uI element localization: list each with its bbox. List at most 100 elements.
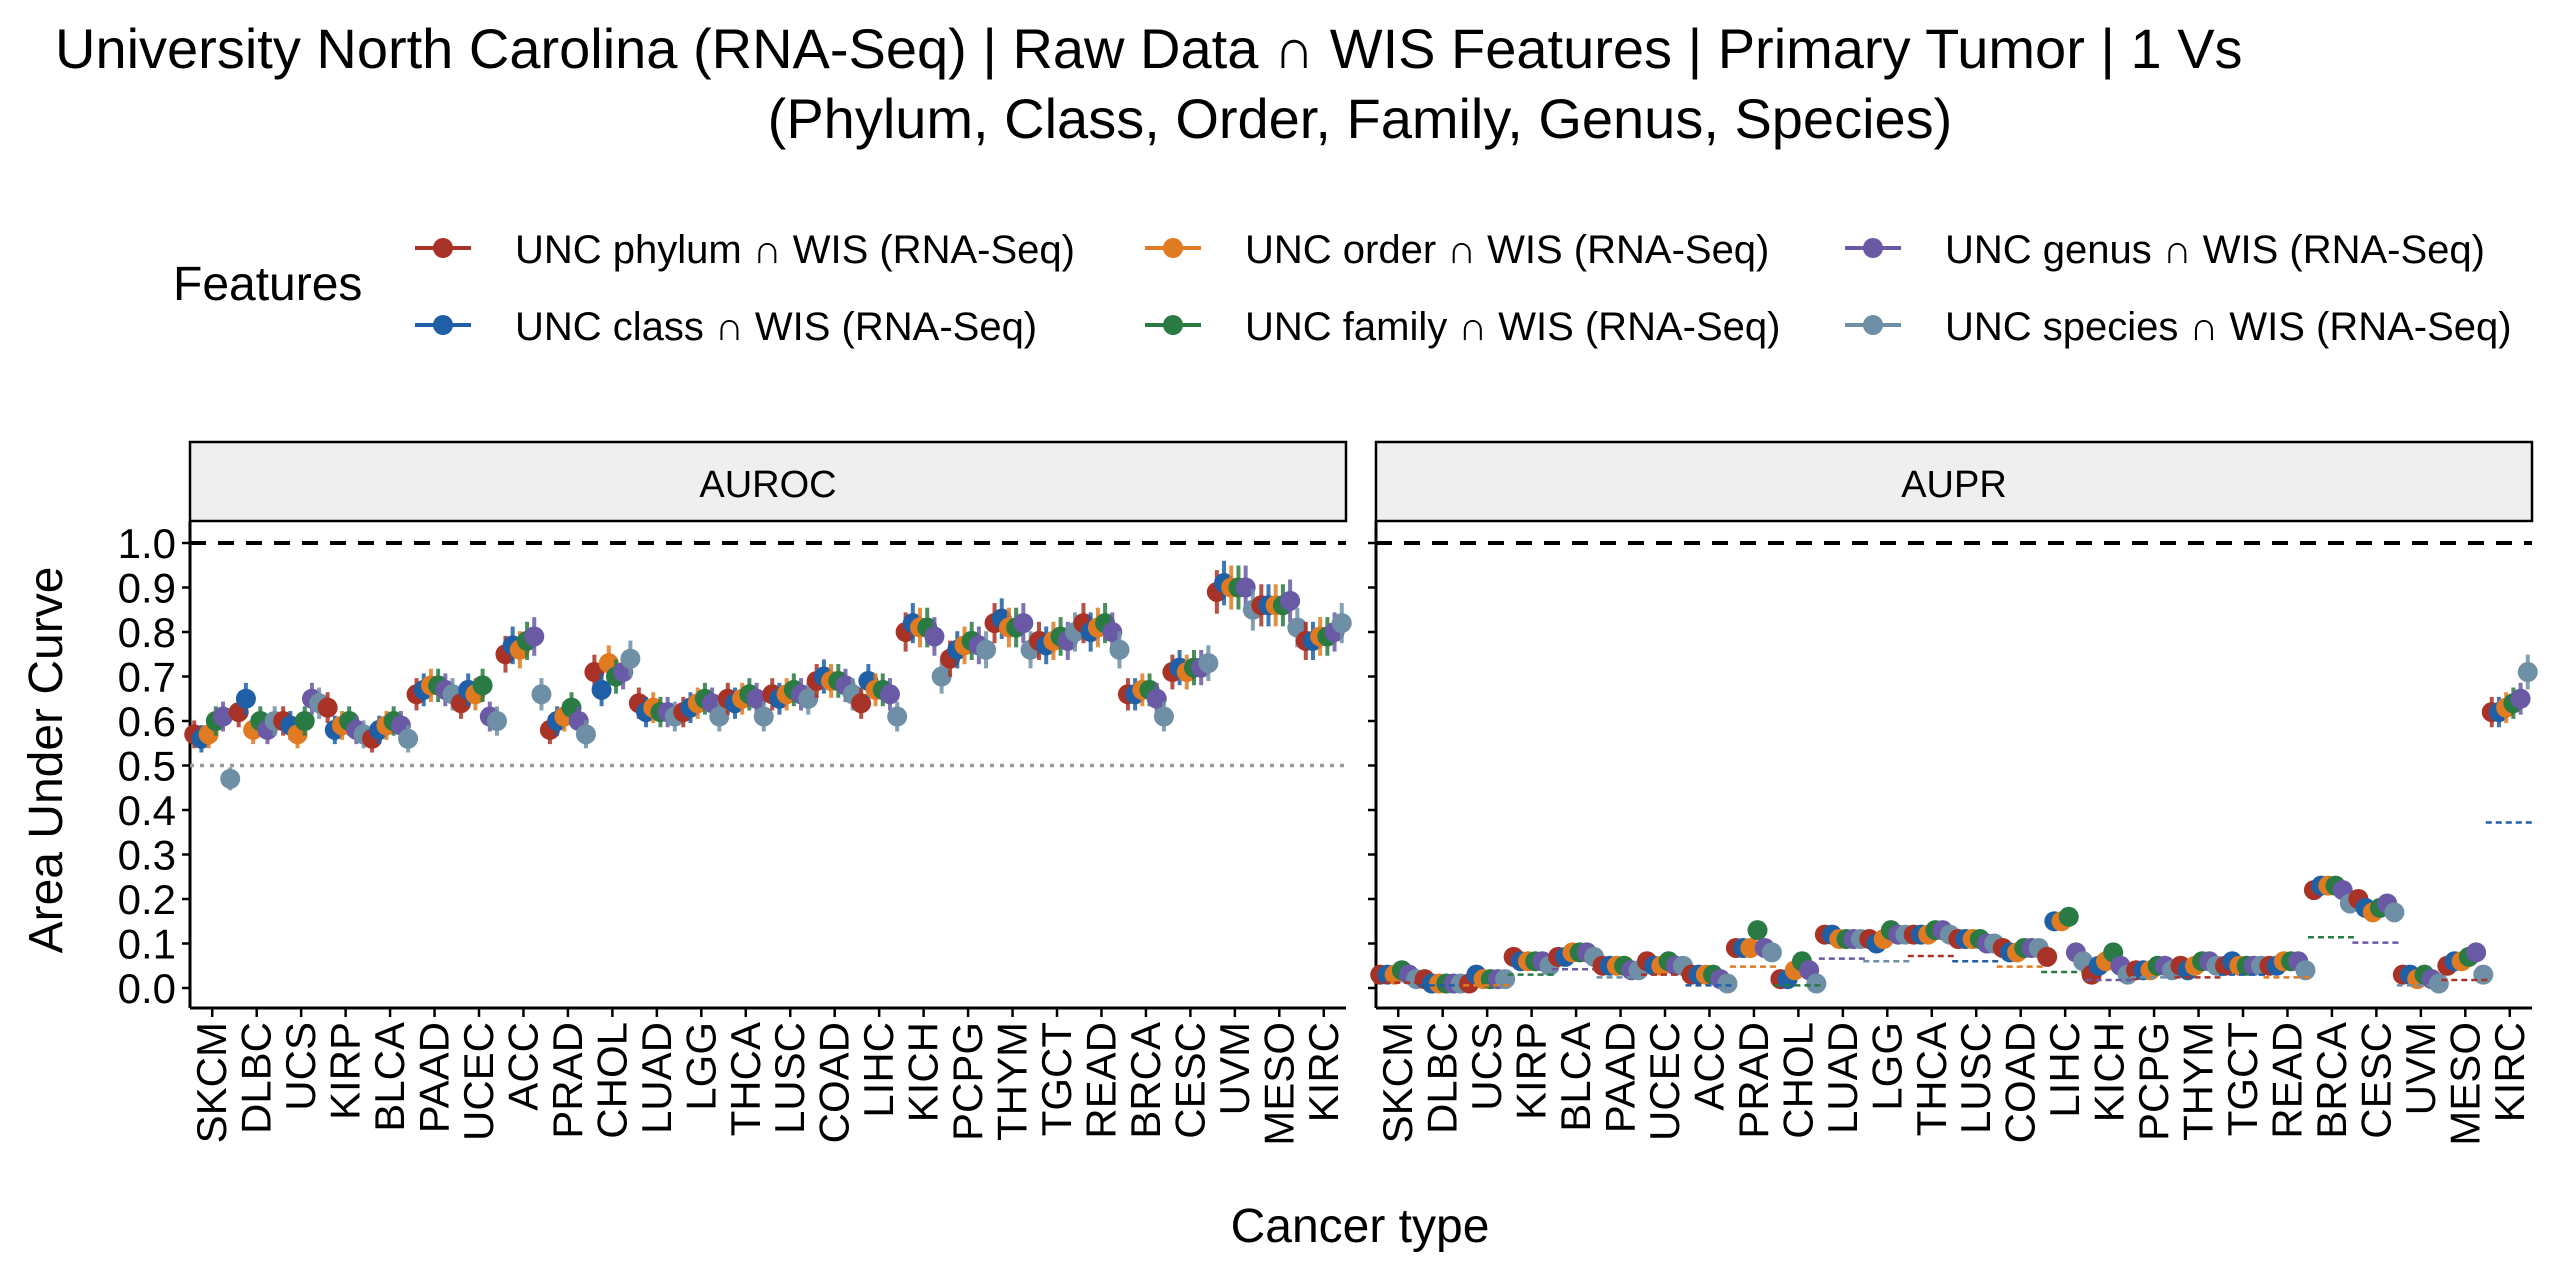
panel-aupr: AUPR SKCMDLBCUCSKIRPBLCAPAADUCECACCPRADCH… bbox=[1368, 440, 2538, 1146]
data-point bbox=[620, 648, 641, 669]
x-tick-label: THYM bbox=[2175, 1022, 2222, 1141]
x-tick-label: BRCA bbox=[1122, 1022, 1169, 1139]
legend-key-point bbox=[1863, 238, 1883, 258]
legend-item: UNC genus ∩ WIS (RNA-Seq) bbox=[1845, 228, 2485, 272]
x-tick-label: LIHC bbox=[855, 1022, 902, 1118]
x-tick-label: PRAD bbox=[1730, 1022, 1777, 1139]
legend-label: UNC class ∩ WIS (RNA-Seq) bbox=[515, 305, 1037, 349]
y-tick-label: 0.3 bbox=[118, 832, 176, 879]
data-point bbox=[1747, 920, 1768, 941]
x-tick-label: BLCA bbox=[1552, 1022, 1599, 1132]
x-tick-label: CHOL bbox=[588, 1022, 635, 1139]
y-tick-label: 0.7 bbox=[118, 654, 176, 701]
x-tick-label: KICH bbox=[900, 1022, 947, 1122]
x-tick-label: SKCM bbox=[188, 1022, 235, 1143]
data-point bbox=[1806, 973, 1827, 994]
x-tick-label: LUAD bbox=[633, 1022, 680, 1134]
x-tick-label: CESC bbox=[1166, 1022, 1213, 1139]
x-tick-label: MESO bbox=[2441, 1022, 2488, 1146]
x-tick-label: THYM bbox=[989, 1022, 1036, 1141]
x-tick-label: MESO bbox=[1255, 1022, 1302, 1146]
data-point bbox=[753, 706, 774, 727]
facet-panels: AUROC 0.00.10.20.30.40.50.60.70.80.91.0 SK… bbox=[118, 440, 2538, 1146]
data-point bbox=[1717, 973, 1738, 994]
x-tick-label: UCS bbox=[277, 1022, 324, 1111]
x-tick-label: DLBC bbox=[233, 1022, 280, 1134]
legend-label: UNC family ∩ WIS (RNA-Seq) bbox=[1245, 305, 1780, 349]
x-tick-label: LGG bbox=[677, 1022, 724, 1111]
x-tick-label: BLCA bbox=[366, 1022, 413, 1132]
data-point bbox=[798, 688, 819, 709]
x-tick-label: COAD bbox=[811, 1022, 858, 1143]
data-point bbox=[472, 675, 493, 696]
x-tick-label: LUAD bbox=[1819, 1022, 1866, 1134]
x-tick-label: UVM bbox=[1211, 1022, 1258, 1115]
y-tick-label: 0.2 bbox=[118, 876, 176, 923]
chart-title-line2: (Phylum, Class, Order, Family, Genus, Sp… bbox=[768, 87, 1953, 150]
facet-strip bbox=[1374, 440, 2534, 523]
data-point bbox=[2058, 906, 2079, 927]
data-point bbox=[531, 684, 552, 705]
legend-key-point bbox=[1163, 315, 1183, 335]
x-axis-title: Cancer type bbox=[1231, 1200, 1490, 1253]
y-tick-label: 1.0 bbox=[118, 520, 176, 567]
x-tick-label: UVM bbox=[2397, 1022, 2444, 1115]
data-point bbox=[2037, 946, 2058, 967]
legend-label: UNC species ∩ WIS (RNA-Seq) bbox=[1945, 305, 2512, 349]
data-point bbox=[2428, 973, 2449, 994]
x-tick-label: READ bbox=[2263, 1022, 2310, 1139]
legend-label: UNC genus ∩ WIS (RNA-Seq) bbox=[1945, 228, 2485, 272]
legend-label: UNC order ∩ WIS (RNA-Seq) bbox=[1245, 228, 1769, 272]
x-tick-label: PCPG bbox=[944, 1022, 991, 1141]
facet-strip-label: AUPR bbox=[1901, 464, 2007, 506]
data-point bbox=[1109, 639, 1130, 660]
x-tick-label: SKCM bbox=[1374, 1022, 1421, 1143]
x-tick-label: TGCT bbox=[1033, 1022, 1080, 1136]
legend-key-point bbox=[433, 315, 453, 335]
y-tick-label: 0.5 bbox=[118, 743, 176, 790]
x-tick-label: LUSC bbox=[766, 1022, 813, 1134]
y-axis-title: Area Under Curve bbox=[20, 567, 73, 954]
data-point bbox=[746, 688, 767, 709]
data-point bbox=[1761, 942, 1782, 963]
data-point bbox=[879, 684, 900, 705]
data-point bbox=[1153, 706, 1174, 727]
y-tick-label: 0.1 bbox=[118, 921, 176, 968]
data-point bbox=[294, 711, 315, 731]
data-point bbox=[524, 626, 545, 647]
data-point bbox=[220, 768, 241, 789]
x-tick-label: KICH bbox=[2086, 1022, 2133, 1122]
data-point bbox=[575, 724, 596, 745]
data-point bbox=[1198, 653, 1219, 674]
data-point bbox=[1740, 937, 1761, 958]
x-tick-label: ACC bbox=[1685, 1022, 1732, 1111]
data-point bbox=[887, 706, 908, 727]
data-point bbox=[235, 688, 256, 709]
data-point bbox=[2473, 964, 2494, 985]
data-point bbox=[931, 666, 952, 687]
legend-key-point bbox=[1863, 315, 1883, 335]
data-point bbox=[591, 679, 612, 700]
x-tick-label: CHOL bbox=[1774, 1022, 1821, 1139]
y-tick-label: 0.8 bbox=[118, 609, 176, 656]
legend-item: UNC phylum ∩ WIS (RNA-Seq) bbox=[415, 228, 1075, 272]
x-tick-label: THCA bbox=[1908, 1022, 1955, 1136]
x-tick-label: DLBC bbox=[1419, 1022, 1466, 1134]
data-point bbox=[2517, 662, 2538, 683]
y-tick-label: 0.4 bbox=[118, 787, 176, 834]
y-tick-label: 0.9 bbox=[118, 565, 176, 612]
legend-item: UNC family ∩ WIS (RNA-Seq) bbox=[1145, 305, 1780, 349]
data-point bbox=[1331, 613, 1352, 634]
x-tick-label: THCA bbox=[722, 1022, 769, 1136]
facet-strip-label: AUROC bbox=[699, 464, 836, 506]
x-tick-label: CESC bbox=[2352, 1022, 2399, 1139]
x-tick-label: PCPG bbox=[2130, 1022, 2177, 1141]
x-tick-label: UCS bbox=[1463, 1022, 1510, 1111]
x-tick-label: READ bbox=[1077, 1022, 1124, 1139]
y-tick-label: 0.0 bbox=[118, 965, 176, 1012]
x-tick-label: PAAD bbox=[1597, 1022, 1644, 1133]
legend-item: UNC order ∩ WIS (RNA-Seq) bbox=[1145, 228, 1769, 272]
x-tick-label: LGG bbox=[1863, 1022, 1910, 1111]
data-point bbox=[2466, 942, 2487, 963]
